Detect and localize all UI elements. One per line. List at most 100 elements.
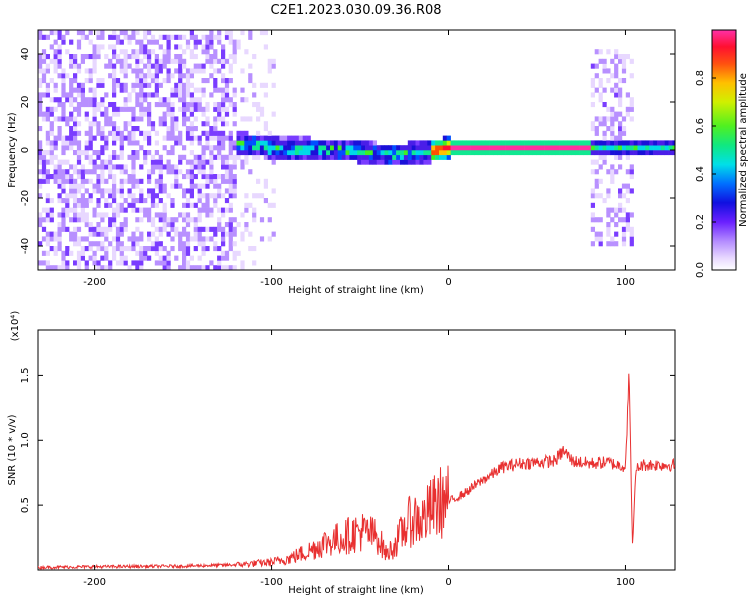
spectrogram-cell (158, 102, 163, 108)
spectrogram-cell (209, 150, 214, 156)
spectrogram-cell (182, 188, 187, 194)
spectrogram-cell (450, 150, 455, 156)
spectrogram-cell (123, 82, 128, 88)
spectrogram-cell (610, 145, 615, 151)
spectrogram-cell (590, 217, 595, 223)
spectrogram-cell (244, 49, 249, 55)
spectrogram-cell (170, 116, 175, 122)
spectrogram-cell (310, 154, 315, 160)
spectrogram-cell (139, 111, 144, 117)
spectrogram-cell (185, 198, 191, 204)
spectrogram-cell (182, 63, 187, 69)
spectrogram-cell (221, 178, 226, 184)
spectrogram-cell (224, 34, 230, 40)
spectrogram-cell (135, 97, 140, 103)
spectrogram-cell (189, 236, 194, 242)
spectrogram-cell (621, 193, 627, 199)
spectrogram-cell (53, 164, 58, 170)
spectrogram-cell (131, 178, 136, 184)
spectrogram-cell (236, 145, 241, 151)
spectrogram-cell (65, 97, 70, 103)
spectrogram-cell (80, 250, 85, 256)
spectrogram-cell (256, 116, 261, 122)
spectrogram-cell (621, 63, 627, 69)
spectrogram-cell (65, 212, 70, 218)
spectrogram-cell (84, 246, 89, 252)
spectrogram-cell (57, 30, 62, 36)
spectrogram-cell (361, 140, 366, 146)
snr-x-axis-label: Height of straight line (km) (288, 585, 424, 596)
spectrogram-cell (193, 39, 198, 45)
spectrogram-cell (38, 102, 43, 108)
spectrogram-y-tick-label: 0 (20, 147, 31, 153)
spectrogram-cell (664, 145, 669, 151)
spectrogram-cell (150, 202, 156, 208)
spectrogram-cell (166, 222, 171, 228)
spectrogram-cell (92, 255, 97, 261)
spectrogram-cell (84, 145, 89, 151)
spectrogram-cell (139, 97, 144, 103)
spectrogram-cell (606, 68, 611, 74)
spectrogram-cell (131, 140, 136, 146)
spectrogram-cell (185, 250, 191, 256)
spectrogram-x-tick-label: -200 (83, 277, 106, 288)
spectrogram-cell (209, 178, 214, 184)
spectrogram-cell (84, 188, 89, 194)
spectrogram-cell (193, 236, 198, 242)
spectrogram-cell (57, 135, 62, 141)
spectrogram-cell (170, 217, 175, 223)
spectrogram-cell (84, 54, 89, 60)
spectrogram-cell (61, 222, 66, 228)
spectrogram-cell (621, 241, 627, 247)
spectrogram-cell (80, 30, 85, 36)
spectrogram-cell (228, 154, 233, 160)
spectrogram-cell (423, 154, 428, 160)
spectrogram-cell (127, 174, 132, 180)
spectrogram-cell (96, 265, 101, 270)
spectrogram-cell (88, 255, 93, 261)
spectrogram-cell (228, 97, 233, 103)
spectrogram-cell (618, 92, 623, 98)
spectrogram-cell (123, 169, 128, 175)
spectrogram-cell (119, 188, 124, 194)
spectrogram-cell (80, 54, 85, 60)
spectrogram-cell (49, 207, 54, 213)
spectrogram-cell (197, 207, 202, 213)
spectrogram-cell (213, 231, 218, 237)
spectrogram-cell (112, 30, 117, 36)
spectrogram-cell (228, 130, 233, 136)
spectrogram-cell (119, 178, 124, 184)
spectrogram-cell (123, 97, 128, 103)
spectrogram-cell (96, 44, 101, 50)
spectrogram-cell (435, 140, 440, 146)
spectrogram-cell (135, 92, 140, 98)
spectrogram-cell (625, 154, 630, 160)
spectrogram-cell (61, 92, 66, 98)
spectrogram-cell (57, 183, 62, 189)
spectrogram-cell (224, 207, 230, 213)
spectrogram-cell (108, 44, 113, 50)
spectrogram-cell (92, 226, 97, 232)
spectrogram-cell (127, 54, 132, 60)
spectrogram-cell (221, 73, 226, 79)
spectrogram-cell (57, 198, 62, 204)
spectrogram-cell (150, 217, 156, 223)
spectrogram-cell (69, 231, 74, 237)
spectrogram-cell (217, 58, 222, 64)
spectrogram-cell (143, 135, 148, 141)
spectrogram-cell (174, 164, 179, 170)
spectrogram-cell (154, 140, 159, 146)
spectrogram-cell (61, 140, 66, 146)
spectrogram-cell (123, 68, 128, 74)
spectrogram-cell (594, 73, 599, 79)
spectrogram-cell (357, 145, 362, 151)
spectrogram-cell (586, 145, 592, 151)
spectrogram-cell (182, 92, 187, 98)
spectrogram-cell (228, 265, 233, 270)
spectrogram-cell (618, 145, 623, 151)
spectrogram-cell (139, 255, 144, 261)
spectrogram-cell (61, 39, 66, 45)
spectrogram-cell (182, 145, 187, 151)
spectrogram-cell (291, 140, 296, 146)
spectrogram-cell (115, 202, 121, 208)
